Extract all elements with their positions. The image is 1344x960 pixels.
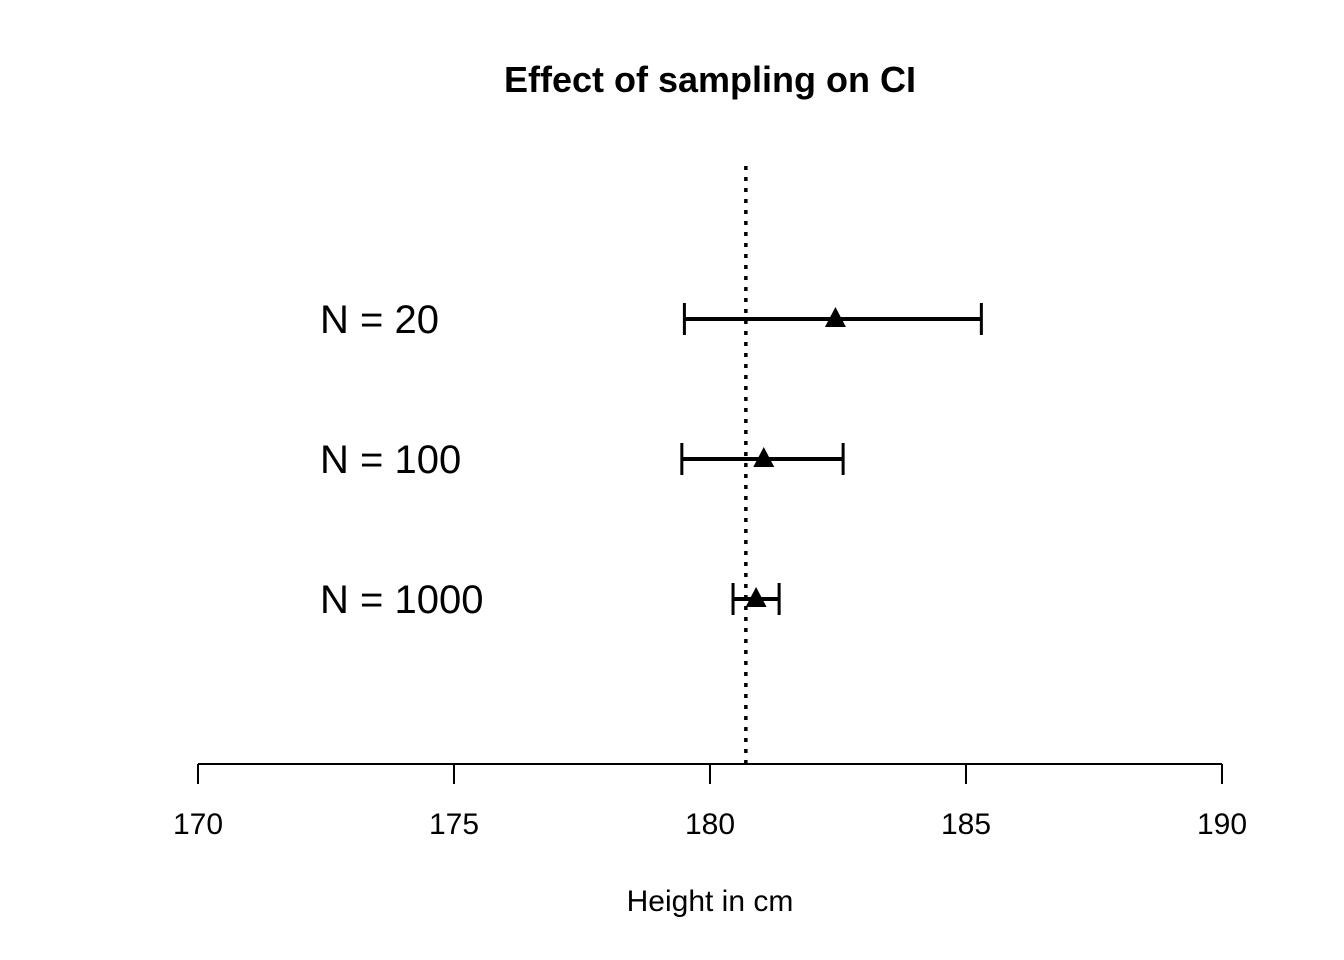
chart-title: Effect of sampling on CI	[504, 59, 916, 100]
x-tick-label: 175	[429, 808, 479, 841]
x-tick-label: 180	[685, 808, 735, 841]
row-label: N = 1000	[320, 578, 483, 622]
x-tick-label: 185	[941, 808, 991, 841]
ci-row: N = 1000	[320, 578, 781, 622]
row-label: N = 20	[320, 298, 439, 342]
x-axis-label: Height in cm	[627, 885, 794, 918]
x-tick-label: 170	[173, 808, 223, 841]
plot-area: N = 20 N = 100 N = 1000	[320, 166, 983, 764]
estimate-triangle-marker	[753, 447, 775, 467]
estimate-triangle-marker	[824, 307, 846, 327]
confidence-interval-rows: N = 20 N = 100 N = 1000	[320, 298, 983, 622]
x-axis-ticks: 170 175 180 185 190	[173, 764, 1247, 841]
ci-row: N = 20	[320, 298, 983, 342]
x-tick-label: 190	[1197, 808, 1247, 841]
estimate-triangle-marker	[745, 587, 767, 607]
row-label: N = 100	[320, 438, 461, 482]
x-axis: 170 175 180 185 190	[173, 763, 1247, 841]
ci-row: N = 100	[320, 438, 845, 482]
